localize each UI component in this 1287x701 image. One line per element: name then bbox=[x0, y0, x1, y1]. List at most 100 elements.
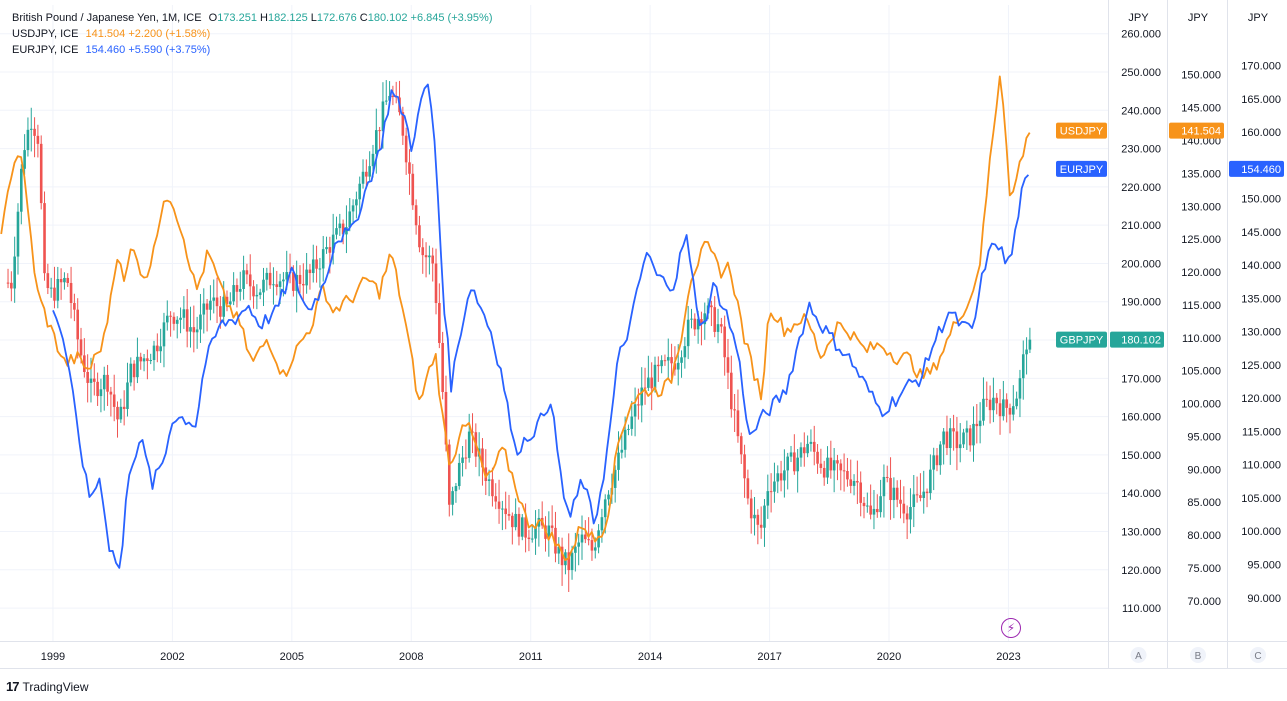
candle-down bbox=[846, 457, 849, 487]
candle-down bbox=[663, 354, 667, 366]
candle-down bbox=[859, 471, 862, 517]
candle-body bbox=[972, 423, 975, 446]
candle-body bbox=[955, 431, 959, 449]
candle-up bbox=[358, 176, 362, 214]
candle-up bbox=[514, 498, 517, 531]
candle-down bbox=[819, 448, 823, 474]
candle-body bbox=[846, 471, 849, 480]
candle-body bbox=[507, 514, 511, 516]
axis-button-c[interactable] bbox=[1250, 647, 1266, 663]
candle-body bbox=[789, 452, 793, 457]
candle-up bbox=[99, 378, 103, 413]
candle-body bbox=[809, 441, 813, 444]
legend-main[interactable]: British Pound / Japanese Yen, 1M, ICE O1… bbox=[12, 10, 492, 26]
candle-down bbox=[511, 512, 514, 545]
candle-down bbox=[10, 271, 13, 302]
badge-label: USDJPY bbox=[1060, 126, 1104, 138]
candle-up bbox=[338, 213, 342, 236]
candle-up bbox=[958, 423, 962, 463]
candle-body bbox=[142, 358, 146, 362]
candle-body bbox=[119, 406, 123, 420]
candle-up bbox=[799, 442, 803, 467]
candle-up bbox=[467, 413, 471, 463]
candle-up bbox=[29, 107, 33, 152]
candle-down bbox=[905, 505, 909, 540]
candle-body bbox=[909, 506, 912, 520]
candle-body bbox=[345, 227, 348, 235]
candle-body bbox=[421, 247, 425, 256]
lightning-icon[interactable]: ⚡ bbox=[1001, 618, 1021, 638]
y-tick-label: 120.000 bbox=[1121, 565, 1161, 577]
candle-up bbox=[238, 271, 242, 301]
legend-eurjpy[interactable]: EURJPY, ICE 154.460 +5.590 (+3.75%) bbox=[12, 42, 492, 58]
candle-body bbox=[806, 443, 809, 454]
candle-up bbox=[806, 435, 809, 458]
candle-body bbox=[584, 534, 587, 540]
axis-button-b[interactable] bbox=[1190, 647, 1206, 663]
candle-body bbox=[574, 546, 577, 553]
candle-up bbox=[368, 151, 371, 182]
axis-button-a[interactable] bbox=[1130, 647, 1147, 663]
candle-down bbox=[723, 315, 726, 376]
candle-body bbox=[650, 377, 653, 389]
candle-body bbox=[59, 279, 63, 283]
candle-body bbox=[428, 255, 431, 258]
candle-up bbox=[152, 340, 156, 371]
x-tick-label: 2020 bbox=[877, 651, 901, 663]
candle-down bbox=[527, 529, 531, 552]
candle-body bbox=[175, 319, 179, 324]
candle-up bbox=[165, 300, 169, 331]
candle-body bbox=[530, 538, 534, 540]
candle-up bbox=[361, 159, 365, 189]
candle-up bbox=[1015, 391, 1018, 410]
candle-down bbox=[730, 355, 733, 418]
candle-up bbox=[321, 235, 325, 282]
tradingview-logo[interactable]: 17 TradingView bbox=[6, 679, 89, 694]
candle-body bbox=[497, 501, 501, 509]
candle-body bbox=[20, 168, 23, 212]
candle-down bbox=[899, 479, 902, 519]
candle-body bbox=[292, 272, 295, 291]
candle-up bbox=[232, 272, 235, 306]
candle-down bbox=[739, 432, 743, 464]
candle-body bbox=[829, 457, 833, 471]
candle-body bbox=[637, 404, 640, 406]
legend-usdjpy[interactable]: USDJPY, ICE 141.504 +2.200 (+1.58%) bbox=[12, 26, 492, 42]
candle-up bbox=[597, 524, 600, 554]
candle-down bbox=[302, 263, 305, 301]
candle-body bbox=[411, 173, 415, 206]
candle-body bbox=[839, 463, 843, 471]
candle-down bbox=[43, 191, 46, 281]
y-tick-label: 90.000 bbox=[1247, 593, 1281, 605]
candle-body bbox=[225, 296, 229, 305]
candle-up bbox=[832, 448, 836, 493]
candle-up bbox=[932, 447, 935, 491]
candle-up bbox=[305, 252, 308, 294]
candle-up bbox=[872, 489, 876, 530]
candle-body bbox=[195, 329, 199, 333]
y-tick-label: 130.000 bbox=[1121, 526, 1161, 538]
candle-up bbox=[351, 199, 355, 224]
candle-down bbox=[169, 311, 172, 337]
candle-body bbox=[620, 449, 624, 453]
candle-body bbox=[812, 441, 816, 452]
y-tick-label: 200.000 bbox=[1121, 258, 1161, 270]
candle-body bbox=[494, 496, 498, 502]
candle-body bbox=[534, 526, 537, 539]
candle-down bbox=[252, 280, 255, 309]
candle-body bbox=[83, 355, 86, 372]
candle-down bbox=[414, 199, 418, 235]
x-tick-label: 2014 bbox=[638, 651, 662, 663]
candle-up bbox=[428, 245, 431, 275]
candle-up bbox=[879, 479, 882, 518]
candle-body bbox=[912, 494, 916, 507]
candle-body bbox=[341, 223, 345, 235]
candle-body bbox=[238, 288, 242, 292]
candle-body bbox=[89, 378, 93, 383]
badge-bg bbox=[1056, 160, 1107, 177]
candle-body bbox=[358, 183, 362, 200]
candle-body bbox=[700, 319, 703, 325]
badge-label: EURJPY bbox=[1060, 164, 1104, 176]
chart-legend: British Pound / Japanese Yen, 1M, ICE O1… bbox=[12, 10, 492, 58]
